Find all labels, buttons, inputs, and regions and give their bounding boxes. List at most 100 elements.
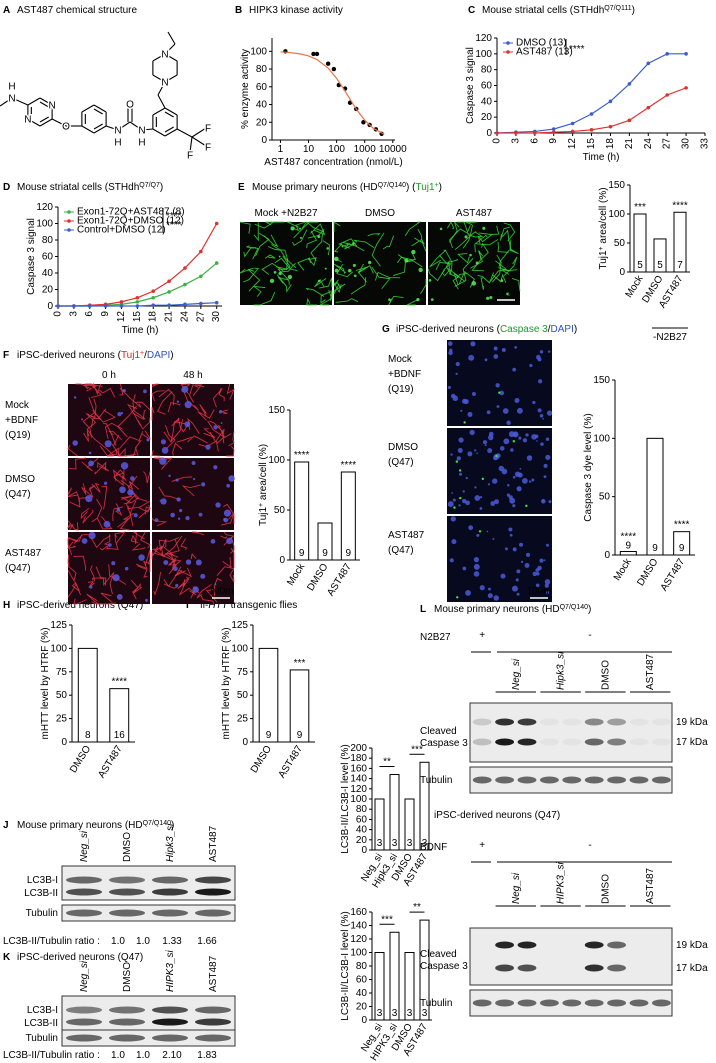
cell xyxy=(133,513,138,518)
neurite xyxy=(207,420,225,444)
cell xyxy=(85,494,93,503)
neurite xyxy=(90,408,107,428)
bar xyxy=(77,647,98,743)
band-label: LC3B-II xyxy=(24,1018,58,1029)
y-tick-label: 140 xyxy=(350,921,367,932)
neurite xyxy=(147,558,151,573)
neurite xyxy=(90,398,97,418)
neurite xyxy=(134,439,142,457)
neurite xyxy=(144,549,151,566)
neurite xyxy=(151,390,165,402)
lane-label: DMSO xyxy=(600,874,611,904)
y-tick-label: 50 xyxy=(599,492,611,503)
band xyxy=(629,776,649,784)
x-tick-label: 1 xyxy=(278,144,284,155)
atom-label: F xyxy=(205,143,211,154)
cell xyxy=(73,396,77,399)
neurite xyxy=(89,565,95,582)
neurite xyxy=(73,598,87,605)
band xyxy=(607,941,627,949)
neurite xyxy=(462,224,473,249)
y-axis-label: LC3B-II/LC3B-I level (%) xyxy=(340,744,351,853)
cell xyxy=(524,563,530,568)
neurite xyxy=(255,232,270,257)
y-tick-label: 0 xyxy=(261,135,267,146)
cell xyxy=(122,388,126,393)
row-label: DMSO xyxy=(5,474,35,485)
band xyxy=(151,1006,189,1014)
bond xyxy=(191,127,207,138)
lane-label: DMSO xyxy=(600,660,611,690)
n-label: 3 xyxy=(377,1008,383,1019)
caspase-signal xyxy=(459,496,462,500)
cell xyxy=(352,242,355,245)
legend-label: Exon1-72Q+AST487 (8) xyxy=(77,207,185,218)
data-point xyxy=(551,130,556,135)
cell xyxy=(352,263,356,267)
bond xyxy=(39,97,53,106)
neurite xyxy=(342,241,365,252)
cell xyxy=(176,497,181,502)
cell xyxy=(81,418,84,421)
neurite xyxy=(213,577,222,597)
neurite xyxy=(130,579,139,600)
cell xyxy=(487,448,493,454)
panel-title: iPSC-derived neurons (Q47) xyxy=(17,952,143,963)
cell xyxy=(458,472,463,476)
panel-title: iPSC-derived neurons (Q47) xyxy=(17,600,143,611)
neurite xyxy=(143,471,151,484)
x-tick-label: 100 xyxy=(328,144,345,155)
data-point xyxy=(314,51,320,57)
lane-label: AST487 xyxy=(645,867,656,904)
neurite xyxy=(243,247,256,258)
cell xyxy=(127,489,134,496)
neurite xyxy=(167,557,177,571)
x-tick-label: AST487 xyxy=(325,561,354,598)
atom-label: N xyxy=(161,78,168,89)
neurite xyxy=(277,276,290,285)
neurite xyxy=(474,234,488,253)
data-point xyxy=(514,131,518,135)
neurite xyxy=(215,428,225,452)
cell xyxy=(518,436,522,440)
cell xyxy=(534,434,539,439)
neurite xyxy=(218,388,225,402)
data-point xyxy=(199,301,203,306)
y-tick-label: 60 xyxy=(356,814,368,825)
cell xyxy=(543,559,546,562)
cell xyxy=(473,571,480,577)
atom-label: F xyxy=(187,151,193,162)
cell xyxy=(500,279,504,283)
series-line xyxy=(496,53,687,134)
row-label: +BDNF xyxy=(388,369,421,380)
neurite xyxy=(67,487,73,495)
bar xyxy=(419,919,430,1021)
band xyxy=(65,1018,103,1026)
n-label: 3 xyxy=(422,1008,428,1019)
cell xyxy=(175,583,179,588)
neurite xyxy=(229,568,235,583)
neurite xyxy=(220,409,229,415)
neurite xyxy=(167,402,181,413)
band xyxy=(472,776,492,784)
neurite xyxy=(333,221,341,232)
neurite xyxy=(353,239,375,249)
y-axis-label: Tuj1+ area/cell (%) xyxy=(598,187,610,269)
cell xyxy=(529,455,531,458)
neurite xyxy=(480,242,489,260)
band-label: Tubulin xyxy=(420,998,452,1009)
neurite xyxy=(181,484,201,497)
n-label: 9 xyxy=(322,548,328,559)
neurite xyxy=(222,557,232,569)
x-tick-label: 12 xyxy=(567,138,578,150)
x-tick-label: DMSO xyxy=(635,557,660,588)
neurite xyxy=(83,430,90,442)
text-segment: DAPI xyxy=(147,350,170,361)
n-label: 5 xyxy=(657,260,663,271)
significance-label: **** xyxy=(341,460,357,471)
neurite xyxy=(254,221,283,229)
y-tick-label: 120 xyxy=(36,202,53,213)
cell xyxy=(500,573,506,579)
atom-label: F xyxy=(205,124,211,135)
atom-label: H xyxy=(114,138,121,149)
